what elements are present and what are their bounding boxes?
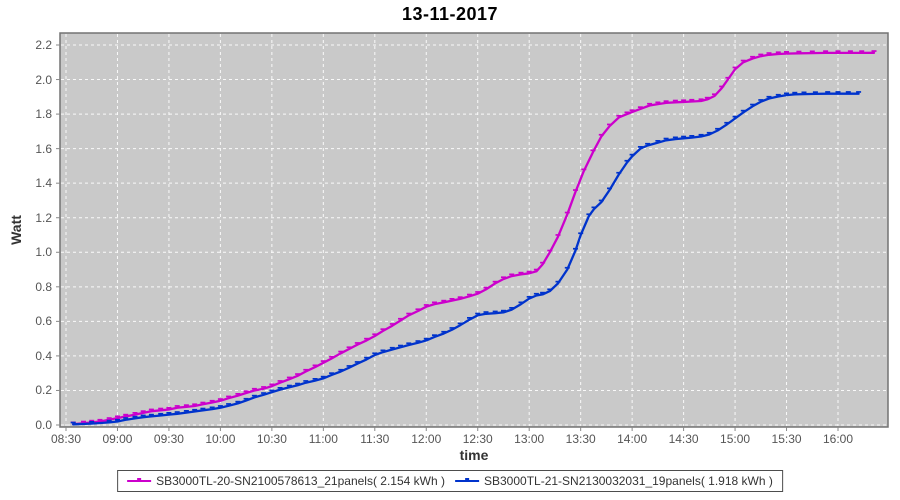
- legend-label-series1: SB3000TL-20-SN2100578613_21panels( 2.154…: [156, 474, 445, 488]
- y-tick-label: 2.2: [35, 38, 52, 52]
- x-tick-label: 10:00: [205, 432, 236, 446]
- x-tick-label: 09:00: [102, 432, 133, 446]
- x-tick-label: 11:00: [308, 432, 338, 446]
- chart-title: 13-11-2017: [401, 4, 499, 24]
- y-tick-label: 1.4: [35, 176, 52, 191]
- y-tick-label: 1.0: [35, 245, 52, 260]
- x-tick-label: 16:00: [822, 432, 854, 446]
- legend: SB3000TL-20-SN2100578613_21panels( 2.154…: [117, 470, 783, 492]
- x-tick-label: 12:30: [462, 432, 493, 446]
- y-tick-label: 1.8: [35, 107, 52, 122]
- y-tick-label: 0.6: [35, 314, 52, 329]
- y-tick-label: 0.2: [35, 383, 52, 398]
- x-tick-label: 14:00: [617, 432, 648, 446]
- series1-line-swatch-icon: [127, 477, 152, 485]
- x-tick-label: 15:00: [720, 432, 751, 446]
- x-tick-label: 09:30: [153, 432, 184, 446]
- y-tick-label: 1.2: [35, 210, 52, 225]
- x-tick-label: 12:00: [411, 432, 442, 446]
- legend-item-series2: SB3000TL-21-SN2130032031_19panels( 1.918…: [455, 474, 773, 488]
- y-tick-label: 2.0: [35, 72, 52, 87]
- y-tick-label: 0.0: [35, 418, 52, 432]
- x-tick-label: 13:00: [514, 432, 545, 446]
- x-axis-label: time: [459, 447, 489, 463]
- legend-label-series2: SB3000TL-21-SN2130032031_19panels( 1.918…: [484, 474, 773, 488]
- y-tick-label: 0.4: [35, 348, 52, 363]
- y-tick-label: 1.6: [35, 141, 52, 156]
- x-tick-label: 14:30: [668, 432, 699, 446]
- series2-line-swatch-icon: [455, 477, 479, 485]
- legend-item-series1: SB3000TL-20-SN2100578613_21panels( 2.154…: [127, 474, 445, 488]
- x-tick-label: 15:30: [771, 432, 802, 446]
- y-axis-label: Watt: [8, 215, 24, 245]
- x-tick-label: 08:30: [50, 432, 82, 446]
- x-tick-label: 13:30: [565, 432, 596, 446]
- y-tick-label: 0.8: [35, 279, 52, 294]
- x-tick-label: 11:30: [360, 432, 390, 446]
- x-tick-label: 10:30: [256, 432, 287, 446]
